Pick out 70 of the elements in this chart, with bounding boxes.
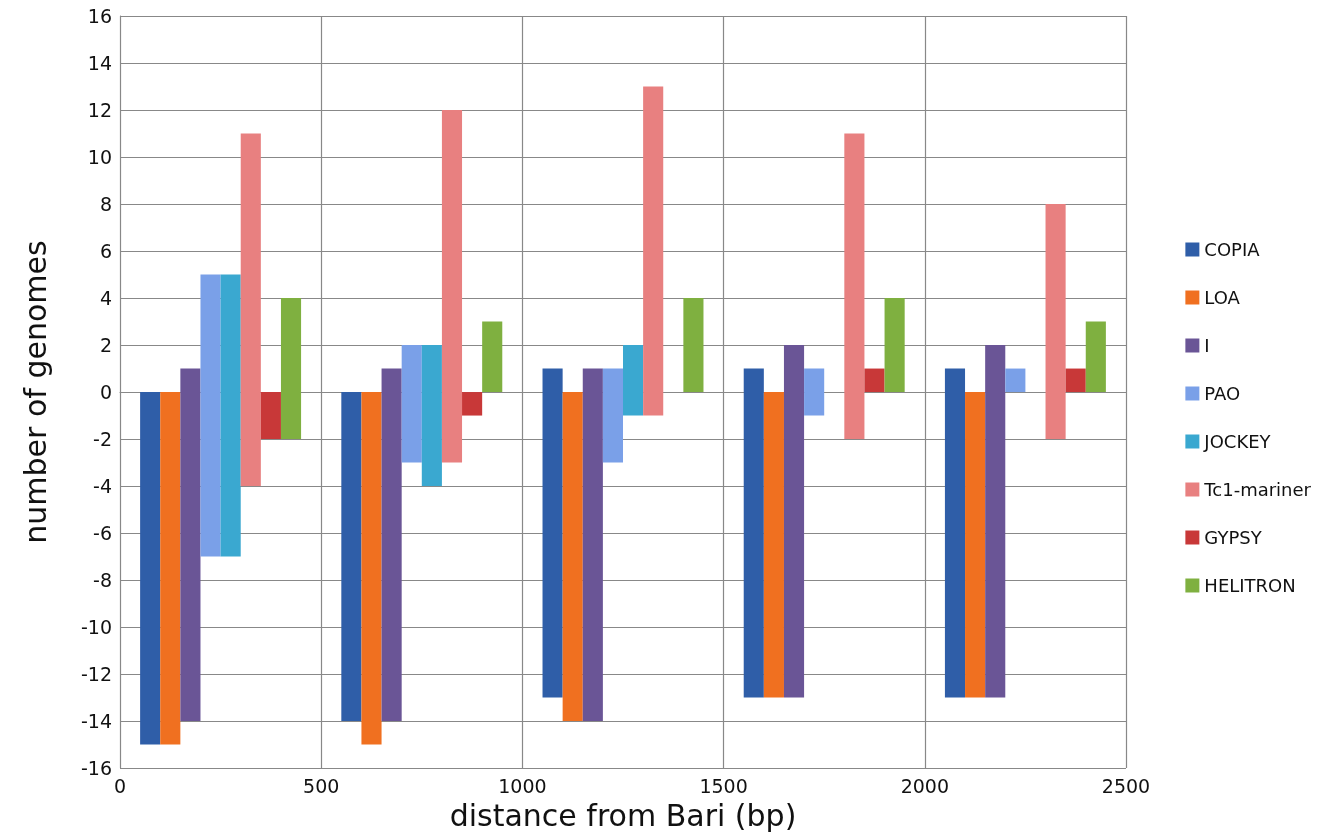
bar xyxy=(381,368,402,722)
y-tick-label: 10 xyxy=(87,146,112,169)
bar xyxy=(361,392,382,745)
bar xyxy=(763,392,784,698)
bar xyxy=(180,368,201,722)
y-tick-label: -8 xyxy=(93,569,112,592)
y-tick-label: 4 xyxy=(99,287,112,310)
legend-label: PAO xyxy=(1204,383,1241,404)
y-tick-label: -12 xyxy=(80,663,112,686)
x-tick-label: 1500 xyxy=(699,774,748,797)
y-tick-label: 8 xyxy=(99,193,112,216)
x-tick-label: 2000 xyxy=(900,774,949,797)
bar xyxy=(1085,321,1106,393)
bar xyxy=(985,345,1006,698)
bar xyxy=(441,110,463,463)
bar xyxy=(965,392,986,698)
bar xyxy=(1045,204,1066,440)
x-tick-label: 0 xyxy=(113,774,127,797)
bar xyxy=(582,368,603,722)
y-tick-label: -4 xyxy=(93,475,112,498)
y-tick-label: -2 xyxy=(93,428,112,451)
y-tick-label: -16 xyxy=(80,757,112,780)
bar xyxy=(864,368,885,393)
bar xyxy=(844,133,865,440)
x-tick-label: 1000 xyxy=(498,774,547,797)
y-tick-label: -6 xyxy=(93,522,112,545)
bar xyxy=(280,298,302,440)
bar xyxy=(1065,368,1086,393)
bar xyxy=(140,392,161,745)
y-axis-title: number of genomes xyxy=(17,240,53,544)
x-axis-title: distance from Bari (bp) xyxy=(449,797,797,833)
legend-label: JOCKEY xyxy=(1203,431,1272,452)
y-tick-label: 14 xyxy=(87,52,112,75)
legend-label: LOA xyxy=(1204,287,1241,308)
bar xyxy=(804,368,825,416)
legend-label: Tc1-mariner xyxy=(1203,479,1312,500)
legend-label: GYPSY xyxy=(1204,527,1263,548)
bar xyxy=(341,392,362,722)
bar xyxy=(160,392,181,745)
y-tick-label: -10 xyxy=(80,616,112,639)
bar xyxy=(783,345,805,698)
legend-label: COPIA xyxy=(1204,239,1261,260)
bar xyxy=(482,321,503,393)
x-tick-label: 500 xyxy=(303,774,340,797)
bar xyxy=(643,86,664,416)
bar xyxy=(462,392,483,416)
bar xyxy=(421,345,442,487)
bar xyxy=(260,392,281,440)
bar xyxy=(401,345,422,463)
bar xyxy=(944,368,966,698)
y-tick-label: -14 xyxy=(80,710,112,733)
legend-label: HELITRON xyxy=(1204,575,1296,596)
y-tick-label: 16 xyxy=(87,5,112,27)
bar xyxy=(200,274,221,557)
bar xyxy=(743,368,764,698)
bar xyxy=(884,298,905,393)
y-tick-label: 6 xyxy=(99,240,112,263)
y-tick-label: 12 xyxy=(87,99,112,122)
bar xyxy=(602,368,623,463)
bar xyxy=(220,274,241,557)
y-tick-label: 2 xyxy=(99,334,112,357)
bar xyxy=(623,345,644,416)
x-tick-label: 2500 xyxy=(1101,774,1151,797)
bar xyxy=(562,392,583,722)
legend-label: I xyxy=(1204,335,1210,356)
y-tick-label: 0 xyxy=(99,381,112,404)
bar xyxy=(542,368,563,698)
bar xyxy=(683,298,704,393)
bar xyxy=(1005,368,1026,393)
bar xyxy=(240,133,261,487)
